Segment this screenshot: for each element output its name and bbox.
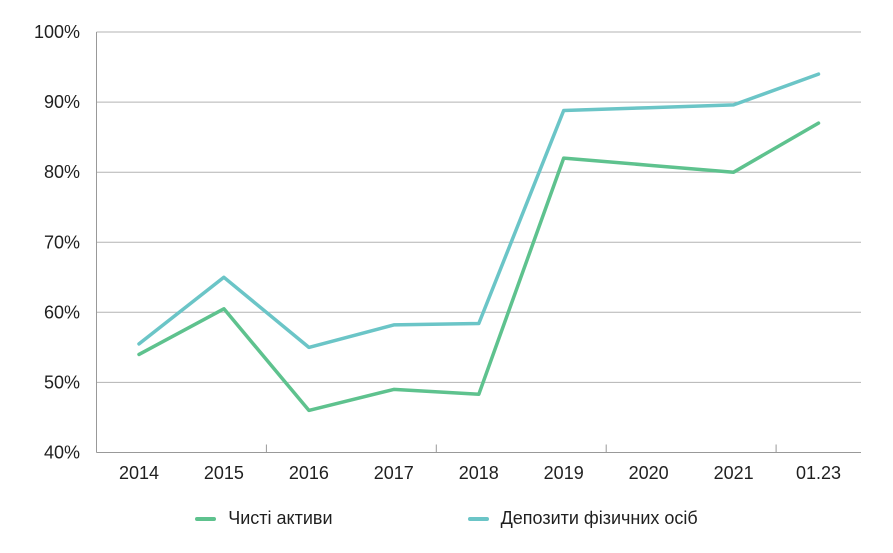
x-tick-label: 2014 <box>119 463 159 483</box>
y-tick-label: 100% <box>34 22 80 42</box>
y-tick-label: 40% <box>44 443 80 463</box>
y-tick-label: 50% <box>44 372 80 392</box>
y-tick-label: 90% <box>44 92 80 112</box>
x-tick-label: 2016 <box>289 463 329 483</box>
x-tick-label: 01.23 <box>796 463 841 483</box>
x-tick-label: 2017 <box>374 463 414 483</box>
x-tick-label: 2019 <box>544 463 584 483</box>
y-tick-label: 60% <box>44 302 80 322</box>
x-tick-label: 2015 <box>204 463 244 483</box>
legend-item-deposits: Депозити фізичних осіб <box>467 508 698 529</box>
series-line-1 <box>137 72 821 350</box>
legend-label-deposits: Депозити фізичних осіб <box>500 508 698 528</box>
x-tick-label: 2018 <box>459 463 499 483</box>
x-tick-label: 2021 <box>714 463 754 483</box>
x-tick-label: 2020 <box>629 463 669 483</box>
y-tick-label: 80% <box>44 162 80 182</box>
chart-legend: Чисті активи Депозити фізичних осіб <box>0 507 893 531</box>
series-line-0 <box>137 121 821 413</box>
y-tick-label: 70% <box>44 232 80 252</box>
legend-label-net-assets: Чисті активи <box>228 508 333 528</box>
legend-dash-deposits-icon <box>467 516 489 521</box>
legend-dash-net-assets-icon <box>195 516 217 521</box>
legend-item-net-assets: Чисті активи <box>195 508 333 529</box>
